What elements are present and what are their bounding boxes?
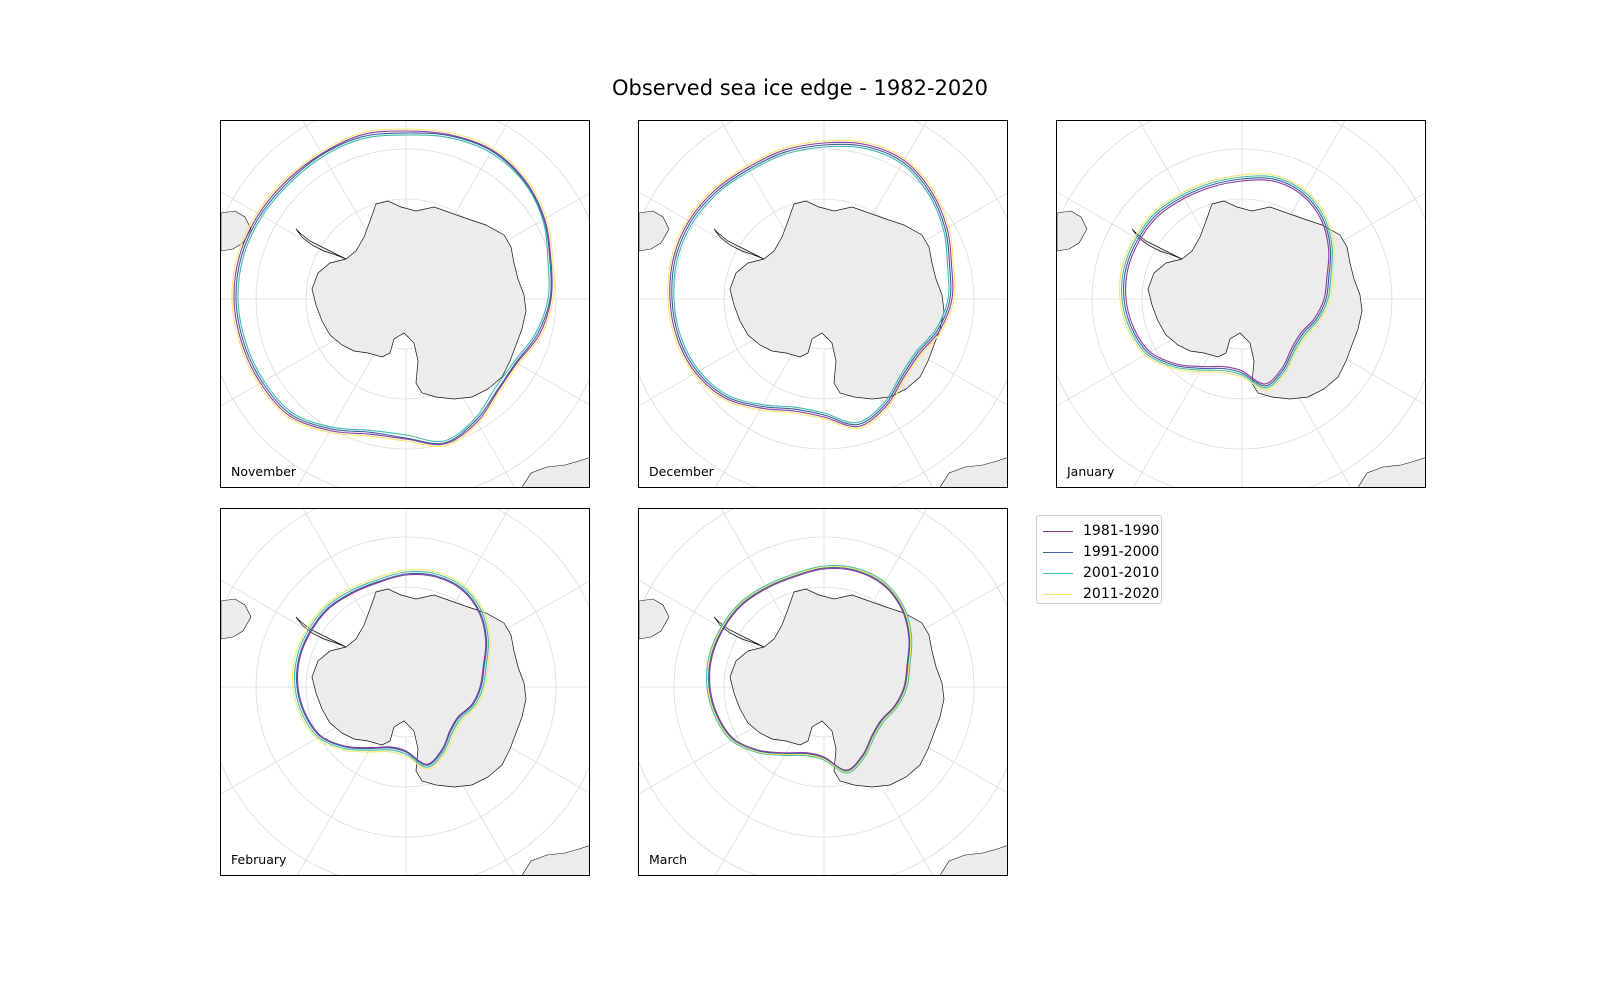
legend-label: 1991-2000 <box>1083 544 1160 560</box>
antarctic-peninsula <box>713 616 765 648</box>
ice-edge-line <box>667 139 956 430</box>
ice-edge-line <box>1121 175 1334 389</box>
meridian-gridline <box>639 323 781 407</box>
panel-label: March <box>649 852 688 867</box>
meridian-gridline <box>1057 191 1199 275</box>
map-panel-february: February <box>220 508 590 876</box>
new-zealand-landmass <box>939 845 1007 875</box>
ice-edge-line <box>292 568 491 770</box>
meridian-gridline <box>639 191 781 275</box>
panel-label: January <box>1067 464 1115 479</box>
legend-item: 2011-2020 <box>1043 584 1159 604</box>
map-svg <box>639 121 1007 487</box>
meridian-gridline <box>1057 323 1199 407</box>
meridian-gridline <box>302 121 382 256</box>
legend-swatch <box>1043 593 1073 595</box>
meridian-gridline <box>221 323 363 407</box>
legend-item: 2001-2010 <box>1043 563 1159 583</box>
legend-label: 2001-2010 <box>1083 565 1160 581</box>
map-svg <box>221 509 589 875</box>
map-svg <box>639 509 1007 875</box>
ice-edge-line <box>233 130 553 446</box>
legend-item: 1991-2000 <box>1043 542 1159 562</box>
antarctica-landmass <box>311 200 527 400</box>
meridian-gridline <box>296 342 382 487</box>
south-america-landmass <box>221 598 252 640</box>
ice-edge-line <box>706 564 913 774</box>
meridian-gridline <box>221 191 363 275</box>
ice-edge-line <box>237 134 550 443</box>
ice-edge-line <box>669 141 954 428</box>
south-america-landmass <box>1057 210 1088 252</box>
meridian-gridline <box>302 509 382 644</box>
ice-edge-line <box>673 145 950 424</box>
meridian-gridline <box>1132 342 1218 487</box>
south-america-landmass <box>639 210 670 252</box>
south-america-landmass <box>639 598 670 640</box>
ice-edge-line <box>671 143 952 426</box>
map-svg <box>221 121 589 487</box>
new-zealand-landmass <box>521 845 589 875</box>
new-zealand-landmass <box>939 457 1007 487</box>
meridian-gridline <box>1138 121 1218 256</box>
legend-swatch <box>1043 572 1073 574</box>
antarctic-peninsula <box>1131 228 1183 260</box>
meridian-gridline <box>639 579 781 663</box>
legend-swatch <box>1043 530 1073 532</box>
ice-edge-line <box>709 567 910 771</box>
legend: 1981-1990 1991-2000 2001-2010 2011-2020 <box>1036 515 1162 604</box>
legend-swatch <box>1043 551 1073 553</box>
ice-edge-line <box>708 566 911 772</box>
ice-edge-line <box>231 128 555 448</box>
meridian-gridline <box>714 342 800 487</box>
ice-edge-line <box>1123 177 1332 387</box>
map-panel-december: December <box>638 120 1008 488</box>
new-zealand-landmass <box>1357 457 1425 487</box>
panel-label: December <box>649 464 714 479</box>
ice-edge-line <box>1119 173 1335 391</box>
antarctic-peninsula <box>295 616 347 648</box>
meridian-gridline <box>714 730 800 875</box>
antarctic-peninsula <box>713 228 765 260</box>
meridian-gridline <box>221 579 363 663</box>
new-zealand-landmass <box>521 457 589 487</box>
antarctica-landmass <box>311 588 527 788</box>
antarctic-peninsula <box>295 228 347 260</box>
meridian-gridline <box>221 711 363 795</box>
ice-edge-line <box>235 132 552 445</box>
meridian-gridline <box>720 121 800 256</box>
legend-item: 1981-1990 <box>1043 521 1159 541</box>
antarctica-landmass <box>729 588 945 788</box>
ice-edge-line <box>296 573 487 765</box>
map-panel-november: November <box>220 120 590 488</box>
antarctica-landmass <box>729 200 945 400</box>
ice-edge-line <box>1125 179 1330 385</box>
meridian-gridline <box>720 509 800 644</box>
ice-edge-line <box>707 565 912 773</box>
meridian-gridline <box>296 730 382 875</box>
figure-title: Observed sea ice edge - 1982-2020 <box>612 76 988 100</box>
map-panel-january: January <box>1056 120 1426 488</box>
legend-label: 1981-1990 <box>1083 523 1160 539</box>
meridian-gridline <box>639 711 781 795</box>
antarctica-landmass <box>1147 200 1363 400</box>
panel-label: February <box>231 852 287 867</box>
map-svg <box>1057 121 1425 487</box>
legend-label: 2011-2020 <box>1083 586 1160 602</box>
map-panel-march: March <box>638 508 1008 876</box>
ice-edge-line <box>296 572 488 766</box>
panel-label: November <box>231 464 297 479</box>
ice-edge-line <box>294 570 489 768</box>
